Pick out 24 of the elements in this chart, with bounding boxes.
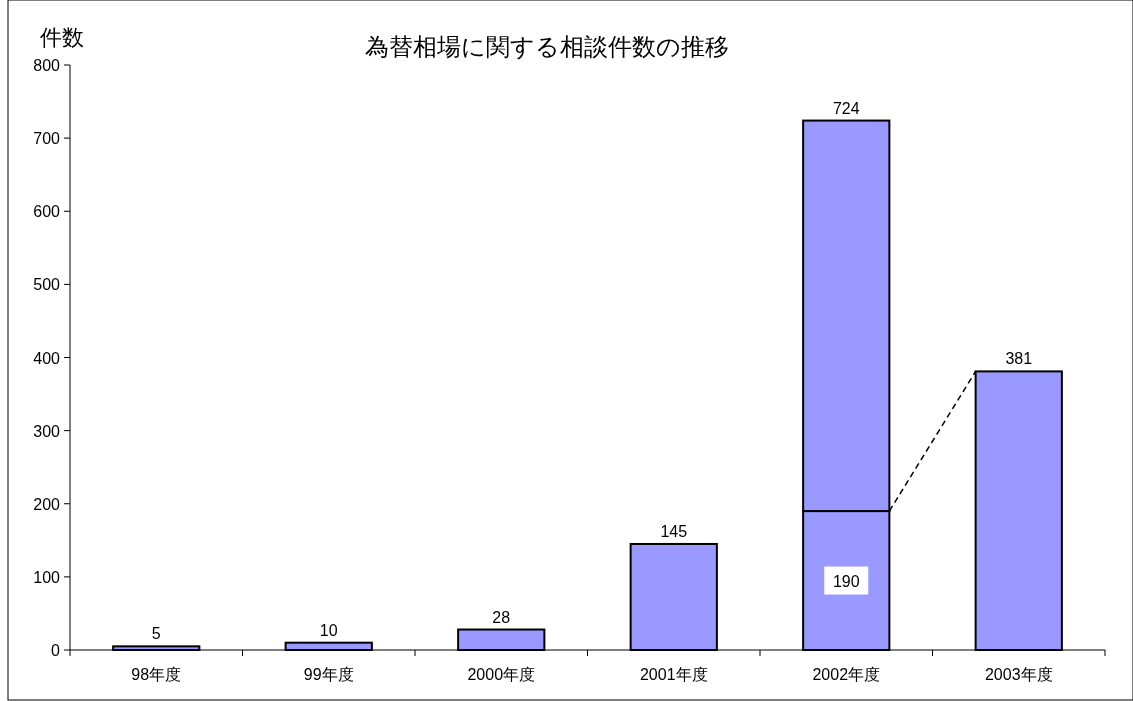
chart-title: 為替相場に関する相談件数の推移	[364, 33, 729, 60]
y-tick-label: 100	[33, 568, 61, 586]
total-label: 28	[492, 608, 511, 626]
total-label: 145	[660, 522, 688, 540]
total-label: 10	[319, 621, 338, 639]
y-tick-label: 500	[33, 276, 61, 294]
y-tick-label: 800	[33, 57, 61, 74]
x-tick-label: 98年度	[131, 666, 182, 683]
total-label: 5	[151, 625, 161, 643]
x-tick-label: 2001年度	[639, 666, 708, 683]
y-axis-title: 件数	[40, 25, 84, 50]
total-label: 724	[832, 99, 860, 117]
y-tick-label: 600	[33, 203, 61, 221]
total-label: 381	[1005, 350, 1033, 368]
data-label: 190	[832, 572, 860, 590]
y-tick-label: 400	[33, 349, 61, 367]
x-tick-label: 2003年度	[984, 666, 1053, 683]
x-tick-label: 2002年度	[812, 666, 881, 683]
y-tick-label: 200	[33, 495, 61, 513]
y-tick-label: 0	[51, 642, 61, 659]
y-tick-label: 300	[33, 422, 61, 440]
x-tick-label: 2000年度	[467, 666, 536, 683]
x-tick-label: 99年度	[303, 666, 354, 683]
y-tick-label: 700	[33, 130, 61, 148]
